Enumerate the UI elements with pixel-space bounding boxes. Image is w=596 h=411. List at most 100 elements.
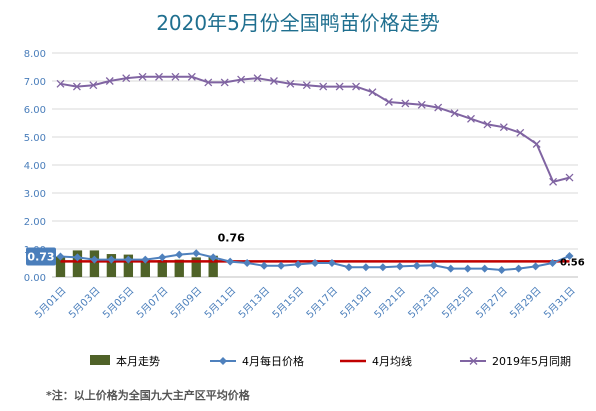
- bar: [191, 257, 201, 277]
- diamond-marker: [497, 266, 506, 274]
- x-marker: [269, 77, 278, 85]
- x-marker: [204, 78, 213, 87]
- diamond-marker: [243, 259, 252, 267]
- y-tick-label: 3.00: [24, 189, 46, 200]
- bar: [140, 259, 150, 277]
- x-tick-label: 5月23日: [406, 285, 442, 321]
- x-tick-label: 5月19日: [338, 285, 374, 321]
- legend-label: 2019年5月同期: [492, 354, 571, 368]
- diamond-marker: [429, 261, 438, 270]
- x-tick-label: 5月27日: [474, 285, 510, 321]
- y-tick-label: 0.00: [24, 273, 46, 284]
- diamond-marker: [463, 264, 472, 273]
- x-marker: [368, 88, 377, 97]
- x-tick-label: 5月01日: [32, 285, 68, 321]
- x-marker: [56, 79, 65, 88]
- legend-label: 4月均线: [372, 354, 412, 368]
- last-year-line: [60, 75, 570, 183]
- x-marker: [105, 77, 114, 85]
- x-marker: [434, 103, 443, 112]
- x-marker: [72, 82, 81, 91]
- diamond-marker: [446, 264, 455, 273]
- x-tick-label: 5月05日: [100, 285, 136, 321]
- x-marker: [171, 72, 180, 81]
- x-marker: [302, 81, 311, 90]
- diamond-marker: [56, 252, 65, 261]
- diamond-marker: [141, 255, 150, 264]
- legend-diamond-marker: [219, 357, 227, 365]
- average-value-label: 0.56: [560, 257, 585, 268]
- diamond-marker: [192, 249, 201, 258]
- peak-value-label: 0.76: [218, 232, 245, 245]
- diamond-marker: [260, 261, 269, 270]
- x-tick-label: 5月25日: [440, 285, 476, 321]
- x-marker: [549, 177, 558, 186]
- x-marker: [220, 78, 229, 87]
- x-tick-label: 5月15日: [270, 285, 306, 321]
- bar: [89, 250, 100, 277]
- diamond-marker: [90, 255, 99, 264]
- y-tick-label: 5.00: [24, 133, 46, 144]
- x-tick-label: 5月21日: [372, 285, 408, 321]
- first-value-label: 0.73: [27, 251, 54, 264]
- x-marker: [483, 120, 492, 129]
- x-marker: [138, 72, 147, 81]
- diamond-marker: [294, 260, 303, 269]
- legend-label: 本月走势: [116, 354, 160, 368]
- diamond-marker: [311, 259, 319, 267]
- diamond-marker: [73, 253, 82, 262]
- x-marker: [467, 114, 475, 123]
- x-marker: [155, 72, 163, 81]
- x-tick-label: 5月11日: [202, 285, 238, 321]
- diamond-marker: [226, 257, 235, 266]
- diamond-marker: [124, 255, 133, 264]
- diamond-marker: [344, 263, 353, 272]
- diamond-marker: [514, 264, 523, 273]
- x-marker: [417, 100, 426, 109]
- x-marker: [401, 99, 410, 108]
- x-tick-label: 5月13日: [236, 285, 272, 321]
- legend-swatch-bar: [90, 355, 110, 365]
- diamond-marker: [175, 250, 184, 259]
- x-marker: [450, 109, 459, 118]
- diamond-marker: [107, 255, 116, 264]
- x-marker: [237, 75, 246, 84]
- bar: [106, 254, 117, 277]
- legend-x-marker: [469, 357, 478, 365]
- x-tick-label: 5月31日: [542, 285, 578, 321]
- bar: [174, 259, 184, 277]
- x-marker: [335, 82, 344, 91]
- x-tick-label: 5月29日: [508, 285, 544, 321]
- bar: [157, 260, 167, 277]
- x-marker: [565, 173, 574, 182]
- bar: [55, 256, 66, 277]
- diamond-marker: [395, 262, 404, 271]
- x-tick-label: 5月07日: [134, 285, 170, 321]
- diamond-marker: [361, 263, 370, 272]
- x-marker: [516, 128, 525, 137]
- diamond-marker: [327, 259, 336, 267]
- legend-label: 4月每日价格: [242, 354, 304, 368]
- x-tick-label: 5月17日: [304, 285, 340, 321]
- x-marker: [253, 74, 262, 83]
- x-marker: [499, 123, 508, 132]
- y-tick-label: 2.00: [24, 217, 46, 228]
- x-marker: [89, 81, 98, 90]
- diamond-marker: [378, 263, 387, 272]
- x-tick-label: 5月03日: [66, 285, 102, 321]
- diamond-marker: [158, 253, 167, 262]
- footnote: *注：以上价格为全国九大主产区平均价格: [46, 389, 250, 402]
- diamond-marker: [531, 262, 540, 271]
- x-marker: [532, 140, 541, 148]
- x-marker: [286, 79, 295, 88]
- y-tick-label: 7.00: [24, 77, 46, 88]
- y-tick-label: 8.00: [24, 49, 46, 60]
- y-tick-label: 4.00: [24, 161, 46, 172]
- x-marker: [319, 82, 328, 91]
- diamond-marker: [480, 264, 489, 273]
- x-marker: [384, 98, 393, 106]
- x-marker: [352, 82, 361, 91]
- diamond-marker: [548, 259, 557, 267]
